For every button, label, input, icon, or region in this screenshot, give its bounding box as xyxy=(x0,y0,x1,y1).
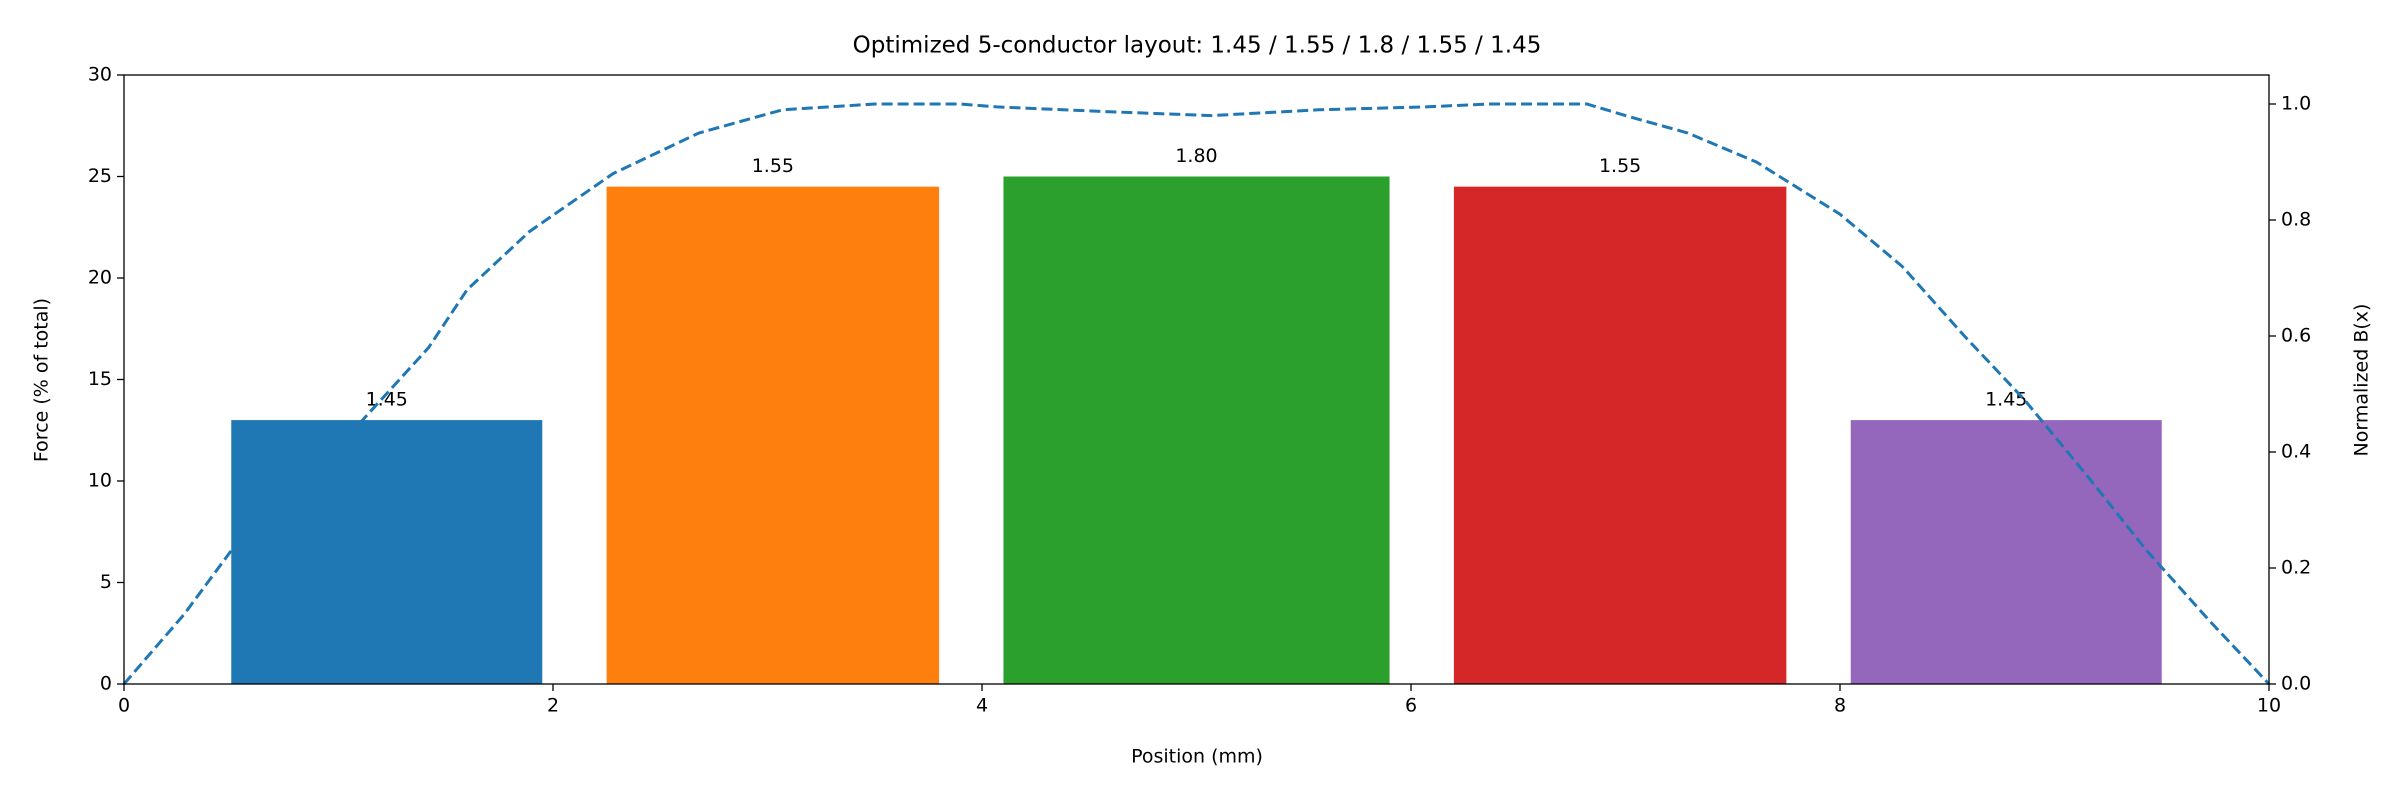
y2-tick-label: 0.2 xyxy=(2281,557,2311,579)
y2-axis-label: Normalized B(x) xyxy=(2351,304,2373,457)
bar xyxy=(1453,186,1787,684)
x-tick-label: 10 xyxy=(2257,695,2281,717)
bar xyxy=(1003,176,1390,684)
chart-title: Optimized 5-conductor layout: 1.45 / 1.5… xyxy=(853,33,1542,59)
y-tick-label: 30 xyxy=(88,64,112,86)
y-tick-label: 15 xyxy=(88,368,112,390)
x-tick-label: 6 xyxy=(1405,695,1417,717)
bar-label: 1.45 xyxy=(1985,389,2027,411)
x-tick-label: 4 xyxy=(976,695,988,717)
bar-label: 1.80 xyxy=(1175,145,1217,167)
bar xyxy=(1850,420,2162,684)
bar-label: 1.55 xyxy=(752,155,794,177)
x-tick-label: 2 xyxy=(547,695,559,717)
y2-tick-label: 0.6 xyxy=(2281,325,2311,347)
bar xyxy=(606,186,940,684)
y2-tick-label: 0.0 xyxy=(2281,673,2311,695)
y-tick-label: 0 xyxy=(100,673,112,695)
x-tick-label: 0 xyxy=(118,695,130,717)
y-axis-label: Force (% of total) xyxy=(31,298,53,462)
y-tick-label: 5 xyxy=(100,571,112,593)
x-tick-label: 8 xyxy=(1834,695,1846,717)
y2-tick-label: 0.8 xyxy=(2281,209,2311,231)
y-tick-label: 25 xyxy=(88,165,112,187)
b-field-line xyxy=(122,102,2271,686)
bar xyxy=(231,420,543,684)
x-axis-label: Position (mm) xyxy=(1131,746,1263,768)
y-tick-label: 10 xyxy=(88,470,112,492)
y2-tick-label: 1.0 xyxy=(2281,93,2311,115)
y2-tick-label: 0.4 xyxy=(2281,441,2311,463)
bar-label: 1.55 xyxy=(1599,155,1641,177)
y-tick-label: 20 xyxy=(88,267,112,289)
